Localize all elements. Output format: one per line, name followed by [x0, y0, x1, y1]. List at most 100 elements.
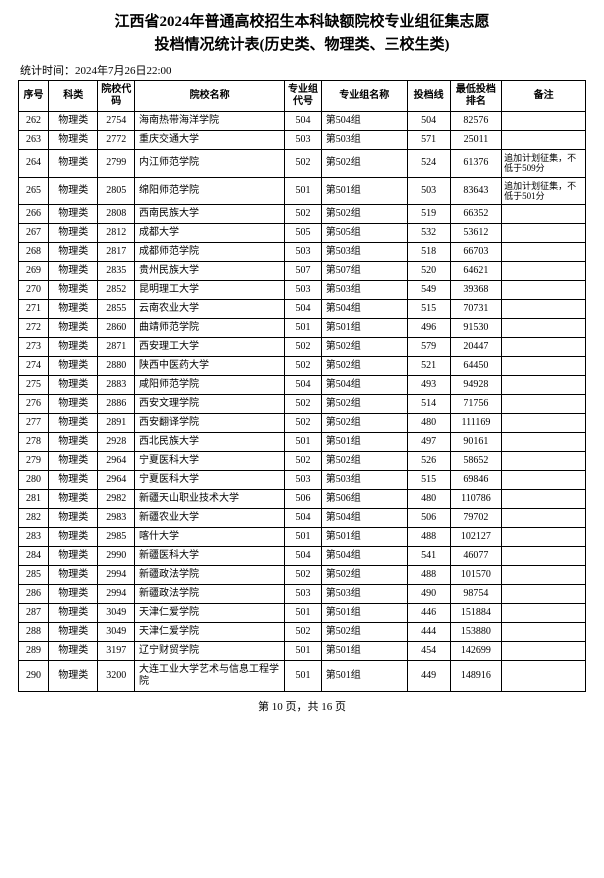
cell-code: 2928: [98, 433, 135, 452]
table-row: 267物理类2812成都大学505第505组53253612: [19, 224, 586, 243]
cell-line: 571: [407, 131, 450, 150]
cell-line: 518: [407, 243, 450, 262]
cell-rank: 98754: [450, 585, 502, 604]
cell-remark: [502, 262, 586, 281]
cell-rank: 142699: [450, 642, 502, 661]
cell-school: 西安文理学院: [134, 395, 284, 414]
cell-seq: 282: [19, 509, 49, 528]
cell-gname: 第503组: [321, 281, 407, 300]
cell-remark: [502, 414, 586, 433]
cell-gname: 第503组: [321, 585, 407, 604]
cell-cat: 物理类: [49, 490, 98, 509]
cell-seq: 276: [19, 395, 49, 414]
cell-rank: 46077: [450, 547, 502, 566]
cell-remark: [502, 623, 586, 642]
cell-rank: 111169: [450, 414, 502, 433]
cell-school: 新疆政法学院: [134, 585, 284, 604]
page-container: 江西省2024年普通高校招生本科缺额院校专业组征集志愿 投档情况统计表(历史类、…: [0, 0, 604, 722]
cell-line: 520: [407, 262, 450, 281]
col-code: 院校代码: [98, 81, 135, 112]
cell-cat: 物理类: [49, 642, 98, 661]
cell-rank: 153880: [450, 623, 502, 642]
cell-school: 西安理工大学: [134, 338, 284, 357]
cell-line: 524: [407, 150, 450, 178]
table-row: 263物理类2772重庆交通大学503第503组57125011: [19, 131, 586, 150]
cell-school: 昆明理工大学: [134, 281, 284, 300]
cell-school: 辽宁财贸学院: [134, 642, 284, 661]
cell-gcode: 507: [285, 262, 322, 281]
cell-remark: 追加计划征集，不低于509分: [502, 150, 586, 178]
cell-gname: 第503组: [321, 471, 407, 490]
cell-seq: 280: [19, 471, 49, 490]
cell-rank: 58652: [450, 452, 502, 471]
cell-remark: [502, 338, 586, 357]
cell-seq: 270: [19, 281, 49, 300]
cell-gcode: 502: [285, 566, 322, 585]
table-row: 276物理类2886西安文理学院502第502组51471756: [19, 395, 586, 414]
cell-code: 2990: [98, 547, 135, 566]
cell-rank: 91530: [450, 319, 502, 338]
cell-gname: 第502组: [321, 357, 407, 376]
cell-gcode: 501: [285, 604, 322, 623]
cell-gname: 第504组: [321, 112, 407, 131]
cell-seq: 284: [19, 547, 49, 566]
cell-remark: [502, 300, 586, 319]
cell-code: 2772: [98, 131, 135, 150]
col-rank: 最低投档排名: [450, 81, 502, 112]
cell-code: 2982: [98, 490, 135, 509]
cell-seq: 265: [19, 177, 49, 205]
cell-line: 532: [407, 224, 450, 243]
cell-seq: 287: [19, 604, 49, 623]
table-body: 262物理类2754海南热带海洋学院504第504组50482576263物理类…: [19, 112, 586, 692]
table-row: 262物理类2754海南热带海洋学院504第504组50482576: [19, 112, 586, 131]
cell-rank: 66352: [450, 205, 502, 224]
cell-gcode: 502: [285, 150, 322, 178]
cell-line: 521: [407, 357, 450, 376]
table-row: 284物理类2990新疆医科大学504第504组54146077: [19, 547, 586, 566]
cell-school: 新疆政法学院: [134, 566, 284, 585]
cell-rank: 90161: [450, 433, 502, 452]
cell-gcode: 506: [285, 490, 322, 509]
table-row: 272物理类2860曲靖师范学院501第501组49691530: [19, 319, 586, 338]
cell-cat: 物理类: [49, 357, 98, 376]
cell-gcode: 501: [285, 661, 322, 692]
cell-remark: [502, 604, 586, 623]
cell-gcode: 504: [285, 300, 322, 319]
cell-line: 454: [407, 642, 450, 661]
cell-gname: 第506组: [321, 490, 407, 509]
table-row: 287物理类3049天津仁爱学院501第501组446151884: [19, 604, 586, 623]
timestamp: 统计时间：2024年7月26日22:00: [18, 62, 586, 78]
cell-code: 2805: [98, 177, 135, 205]
cell-remark: [502, 395, 586, 414]
cell-line: 446: [407, 604, 450, 623]
cell-gcode: 501: [285, 433, 322, 452]
cell-remark: [502, 661, 586, 692]
cell-line: 506: [407, 509, 450, 528]
cell-cat: 物理类: [49, 262, 98, 281]
cell-rank: 69846: [450, 471, 502, 490]
cell-gcode: 504: [285, 376, 322, 395]
cell-school: 新疆天山职业技术大学: [134, 490, 284, 509]
table-row: 274物理类2880陕西中医药大学502第502组52164450: [19, 357, 586, 376]
cell-cat: 物理类: [49, 319, 98, 338]
cell-seq: 286: [19, 585, 49, 604]
cell-rank: 71756: [450, 395, 502, 414]
cell-school: 曲靖师范学院: [134, 319, 284, 338]
table-row: 281物理类2982新疆天山职业技术大学506第506组480110786: [19, 490, 586, 509]
cell-remark: [502, 319, 586, 338]
cell-line: 579: [407, 338, 450, 357]
cell-line: 490: [407, 585, 450, 604]
cell-code: 2855: [98, 300, 135, 319]
cell-seq: 279: [19, 452, 49, 471]
cell-seq: 285: [19, 566, 49, 585]
cell-code: 2880: [98, 357, 135, 376]
cell-rank: 53612: [450, 224, 502, 243]
cell-seq: 289: [19, 642, 49, 661]
cell-school: 绵阳师范学院: [134, 177, 284, 205]
cell-cat: 物理类: [49, 604, 98, 623]
cell-seq: 271: [19, 300, 49, 319]
cell-gname: 第501组: [321, 604, 407, 623]
cell-seq: 277: [19, 414, 49, 433]
cell-line: 515: [407, 471, 450, 490]
table-row: 289物理类3197辽宁财贸学院501第501组454142699: [19, 642, 586, 661]
